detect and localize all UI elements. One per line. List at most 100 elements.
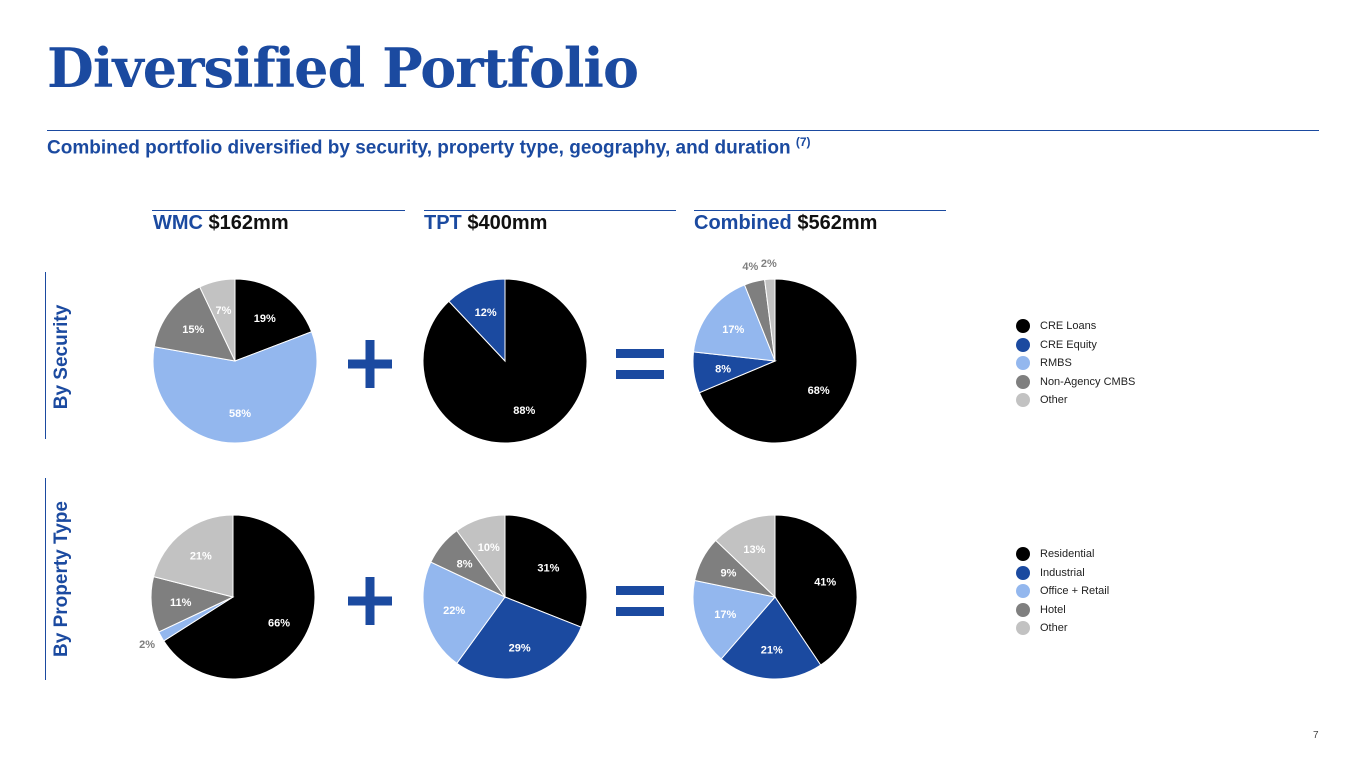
pie-slice — [714, 514, 776, 599]
pie-slice — [720, 596, 822, 680]
pie-slice-label: 66% — [268, 617, 290, 629]
row-rule-property — [45, 478, 46, 680]
legend-swatch — [1016, 393, 1030, 408]
pie-slice — [692, 284, 776, 362]
pie-slice-label: 4% — [742, 261, 758, 273]
pie-security-wmc: 19% 58% 15% 7% — [152, 278, 318, 444]
pie-slice-label: 12% — [475, 307, 497, 319]
pie-slice — [153, 286, 236, 362]
pie-slice — [234, 278, 313, 362]
legend-item: Other — [1016, 391, 1135, 410]
legend-swatch — [1016, 337, 1030, 352]
equals-icon — [616, 349, 664, 379]
pie-slice — [448, 278, 506, 363]
column-header-combined: Combined $562mm — [694, 212, 877, 235]
legend-item: Hotel — [1016, 601, 1109, 620]
plus-icon — [348, 577, 392, 625]
pie-slice — [422, 278, 588, 444]
pie-slice-label: 19% — [254, 313, 276, 325]
page-number: 7 — [1313, 730, 1319, 741]
legend-swatch — [1016, 356, 1030, 371]
pie-slice-label: 8% — [457, 559, 473, 571]
title-divider — [47, 130, 1319, 131]
page-title: Diversified Portfolio — [47, 36, 639, 100]
legend-property-type: Residential Industrial Office + Retail Hote… — [1016, 545, 1109, 638]
column-amount: $162mm — [208, 212, 289, 234]
pie-slice — [456, 514, 506, 599]
legend-label: Residential — [1040, 548, 1095, 561]
legend-item: RMBS — [1016, 354, 1135, 373]
pie-slice-label: 9% — [721, 568, 737, 580]
pie-slice — [152, 514, 234, 598]
legend-swatch — [1016, 374, 1030, 389]
legend-item: CRE Equity — [1016, 336, 1135, 355]
pie-property-tpt: 31% 29% 22% 8% 10% — [422, 514, 588, 680]
column-label: WMC — [153, 212, 203, 234]
legend-label: Industrial — [1040, 566, 1085, 579]
pie-slice-label: 41% — [814, 577, 836, 589]
legend-item: Residential — [1016, 545, 1109, 564]
pie-slice — [504, 514, 588, 628]
pie-property-combined: 41% 21% 17% 9% 13% — [692, 514, 858, 680]
pie-property-wmc: 66% 2% 11% 21% — [139, 514, 316, 680]
pie-slice-label: 17% — [722, 324, 744, 336]
legend-label: Other — [1040, 394, 1068, 407]
pie-security-tpt: 88% 12% — [422, 278, 588, 444]
pie-slice-label: 58% — [229, 408, 251, 420]
pie-slice-label: 31% — [537, 563, 559, 575]
legend-item: Office + Retail — [1016, 582, 1109, 601]
legend-label: CRE Equity — [1040, 338, 1097, 351]
pie-slice — [692, 579, 776, 660]
legend-swatch — [1016, 565, 1030, 580]
column-label: Combined — [694, 212, 792, 234]
legend-item: Other — [1016, 619, 1109, 638]
plus-icon — [348, 340, 392, 388]
legend-label: Hotel — [1040, 603, 1066, 616]
pie-slice-label: 22% — [443, 605, 465, 617]
legend-swatch — [1016, 584, 1030, 599]
column-rule-tpt — [424, 210, 676, 211]
pie-slice-label: 15% — [182, 324, 204, 336]
legend-item: Non-Agency CMBS — [1016, 373, 1135, 392]
column-rule-combined — [694, 210, 946, 211]
legend-item: CRE Loans — [1016, 317, 1135, 336]
legend-label: RMBS — [1040, 357, 1072, 370]
subtitle-text: Combined portfolio diversified by securi… — [47, 137, 791, 159]
pie-slice-label: 7% — [215, 305, 231, 317]
column-amount: $562mm — [797, 212, 878, 234]
legend-security: CRE Loans CRE Equity RMBS Non-Agency CMBS Ot… — [1016, 317, 1135, 410]
pie-slice-label: 2% — [761, 258, 777, 270]
pie-slice-label: 68% — [808, 385, 830, 397]
pie-slice-label: 17% — [714, 609, 736, 621]
pie-slice-label: 13% — [743, 544, 765, 556]
pie-slice-label: 8% — [715, 363, 731, 375]
pie-slice-label: 2% — [139, 639, 155, 651]
row-rule-security — [45, 272, 46, 439]
column-rule-wmc — [152, 210, 405, 211]
legend-label: CRE Loans — [1040, 320, 1097, 333]
pie-slice — [199, 278, 236, 362]
page-subtitle: Combined portfolio diversified by securi… — [47, 135, 811, 159]
pie-slice — [698, 278, 858, 444]
pie-slice — [456, 596, 582, 680]
pie-slice-label: 21% — [761, 644, 783, 656]
pie-slice — [163, 514, 316, 680]
legend-label: Non-Agency CMBS — [1040, 375, 1136, 388]
legend-swatch — [1016, 547, 1030, 562]
pie-slice-label: 21% — [190, 551, 212, 563]
pie-slice — [774, 514, 858, 666]
subtitle-footnote: (7) — [795, 135, 811, 149]
pie-slice — [152, 331, 318, 444]
legend-item: Industrial — [1016, 564, 1109, 583]
equals-icon — [616, 586, 664, 616]
column-header-wmc: WMC $162mm — [153, 212, 289, 235]
pie-slice-label: 88% — [513, 405, 535, 417]
pie-slice — [764, 278, 776, 362]
pie-slice-label: 11% — [170, 597, 192, 609]
pie-security-combined: 68% 8% 17% 4% 2% — [692, 258, 858, 444]
legend-label: Other — [1040, 622, 1068, 635]
legend-swatch — [1016, 621, 1030, 636]
column-label: TPT — [424, 212, 462, 234]
legend-swatch — [1016, 602, 1030, 617]
